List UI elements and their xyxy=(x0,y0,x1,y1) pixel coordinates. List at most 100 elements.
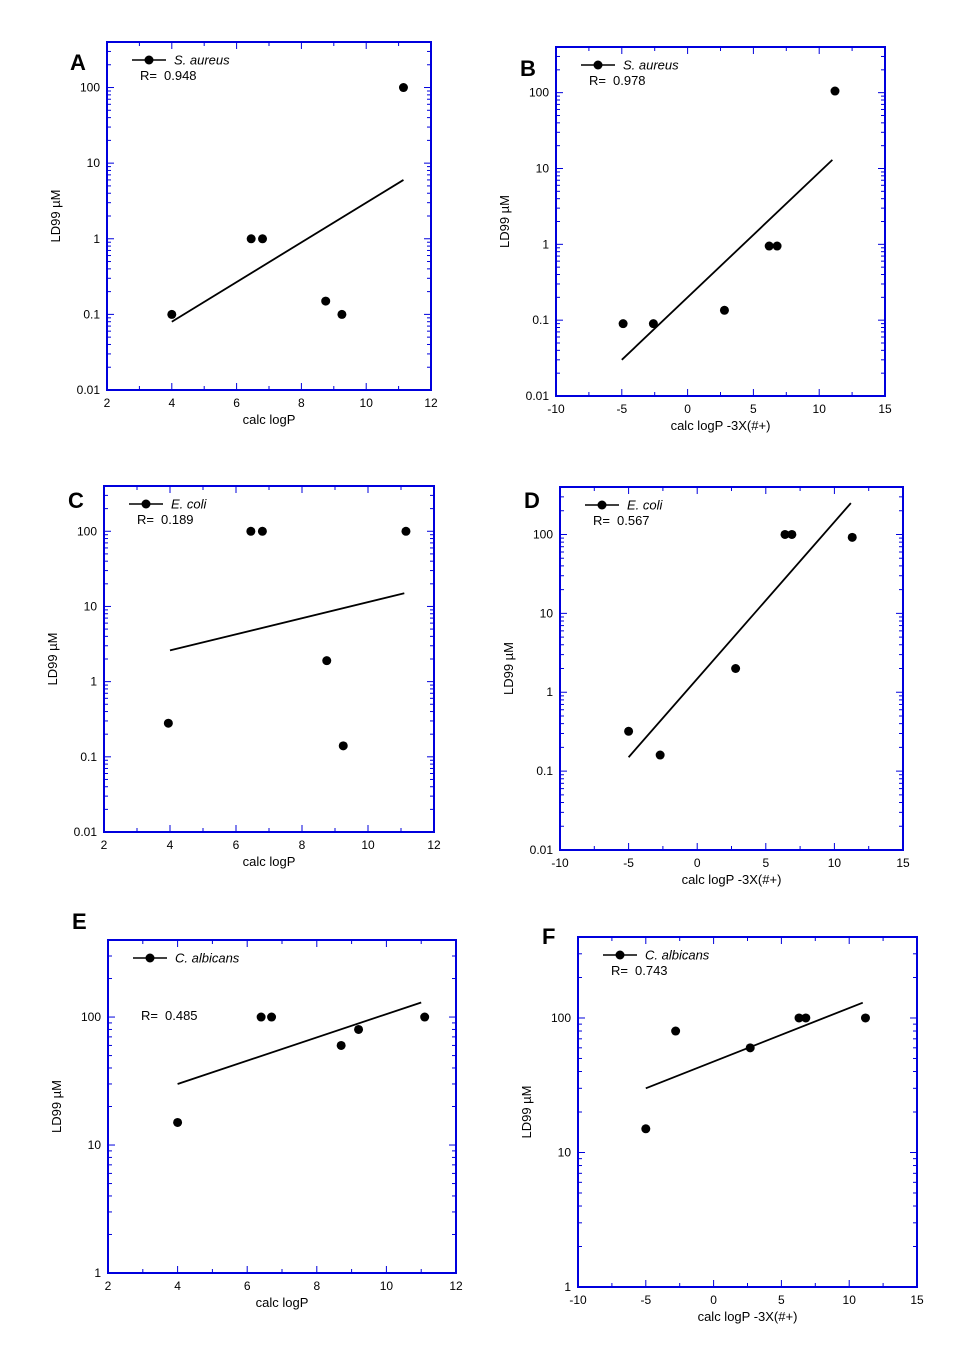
data-point xyxy=(801,1013,811,1023)
x-tick-label: 8 xyxy=(313,1279,320,1293)
r-label: R= xyxy=(593,513,610,528)
data-point xyxy=(420,1012,430,1022)
fit-line xyxy=(169,592,405,652)
x-axis-label: calc logP -3X(#+) xyxy=(682,872,782,887)
y-tick-label: 0.1 xyxy=(536,764,553,778)
data-point xyxy=(745,1043,755,1053)
data-point xyxy=(398,83,408,93)
y-tick-label: 1 xyxy=(94,1266,101,1280)
data-point xyxy=(648,319,658,329)
data-point xyxy=(246,526,256,536)
r-value: 0.948 xyxy=(164,68,197,83)
x-tick-label: 4 xyxy=(167,838,174,852)
x-tick-label: 15 xyxy=(910,1293,924,1307)
y-tick-label: 0.1 xyxy=(80,750,97,764)
y-axis-label: LD99 µM xyxy=(501,642,516,695)
x-axis-label: calc logP xyxy=(243,854,296,869)
x-tick-label: 0 xyxy=(684,402,691,416)
x-tick-label: 5 xyxy=(762,856,769,870)
fit-line xyxy=(627,502,852,758)
data-point xyxy=(173,1117,183,1127)
data-point xyxy=(257,526,267,536)
y-axis-label: LD99 µM xyxy=(519,1085,534,1138)
x-tick-label: 15 xyxy=(878,402,892,416)
y-axis-label: LD99 µM xyxy=(48,189,63,242)
y-tick-label: 1 xyxy=(93,232,100,246)
legend-marker xyxy=(141,499,151,509)
legend-marker xyxy=(593,60,603,70)
data-point xyxy=(671,1026,681,1036)
legend-label: C. albicans xyxy=(175,951,240,966)
y-tick-label: 1 xyxy=(564,1280,571,1294)
legend-label: E. coli xyxy=(627,498,664,513)
x-tick-label: 10 xyxy=(843,1293,857,1307)
x-tick-label: 10 xyxy=(828,856,842,870)
x-tick-label: 6 xyxy=(233,396,240,410)
x-tick-label: 10 xyxy=(360,396,374,410)
data-point xyxy=(830,86,840,96)
x-tick-label: 12 xyxy=(427,838,441,852)
data-point xyxy=(167,309,177,319)
x-tick-label: 2 xyxy=(101,838,108,852)
x-axis-label: calc logP xyxy=(243,412,296,427)
x-tick-label: 4 xyxy=(168,396,175,410)
x-tick-label: 12 xyxy=(424,396,438,410)
fit-line xyxy=(171,179,404,323)
data-point xyxy=(787,529,797,539)
legend-label: S. aureus xyxy=(174,53,230,68)
y-tick-label: 0.01 xyxy=(77,383,101,397)
data-point xyxy=(618,319,628,329)
legend-label: S. aureus xyxy=(623,58,679,73)
fit-line xyxy=(621,159,833,361)
data-point xyxy=(655,750,665,760)
legend-marker xyxy=(144,55,154,65)
r-label: R= xyxy=(140,68,157,83)
legend-marker xyxy=(615,950,625,960)
x-tick-label: 15 xyxy=(896,856,910,870)
legend-label: E. coli xyxy=(171,497,208,512)
fit-line xyxy=(645,1001,864,1090)
x-tick-label: 5 xyxy=(778,1293,785,1307)
x-tick-label: 8 xyxy=(298,396,305,410)
x-tick-label: -10 xyxy=(569,1293,587,1307)
x-axis-label: calc logP xyxy=(256,1295,309,1310)
r-label: R= xyxy=(137,512,154,527)
x-tick-label: 6 xyxy=(233,838,240,852)
data-point xyxy=(401,526,411,536)
panel-letter: E xyxy=(72,909,87,934)
data-point xyxy=(354,1024,364,1034)
data-point xyxy=(321,296,331,306)
y-tick-label: 0.01 xyxy=(530,843,554,857)
y-tick-label: 10 xyxy=(536,161,550,175)
x-tick-label: -5 xyxy=(623,856,634,870)
data-point xyxy=(764,241,774,251)
legend-marker xyxy=(145,953,155,963)
data-point xyxy=(337,309,347,319)
data-point xyxy=(624,726,634,736)
panel-letter: B xyxy=(520,56,536,81)
y-axis-label: LD99 µM xyxy=(45,632,60,685)
y-tick-label: 100 xyxy=(529,86,549,100)
r-value: 0.567 xyxy=(617,513,650,528)
legend-marker xyxy=(597,500,607,510)
data-point xyxy=(847,532,857,542)
panel-e: 2 4 6 8 10 12 1 10 100 calc logP LD99 µM E C. albica… xyxy=(49,909,463,1310)
r-value: 0.189 xyxy=(161,512,194,527)
x-tick-label: 4 xyxy=(174,1279,181,1293)
x-axis-label: calc logP -3X(#+) xyxy=(698,1309,798,1324)
x-tick-label: 0 xyxy=(710,1293,717,1307)
x-axis-label: calc logP -3X(#+) xyxy=(671,418,771,433)
data-point xyxy=(336,1040,346,1050)
y-tick-label: 0.01 xyxy=(526,389,550,403)
y-tick-label: 0.1 xyxy=(532,313,549,327)
x-tick-label: 0 xyxy=(694,856,701,870)
panel-a: 2 4 6 8 10 12 0.01 0.1 1 10 100 calc logP LD99 µM A S.… xyxy=(48,41,438,427)
x-tick-label: -5 xyxy=(616,402,627,416)
y-tick-label: 100 xyxy=(81,1010,101,1024)
panel-letter: F xyxy=(542,924,555,949)
y-axis-label: LD99 µM xyxy=(49,1080,64,1133)
data-point xyxy=(719,305,729,315)
data-point xyxy=(860,1013,870,1023)
